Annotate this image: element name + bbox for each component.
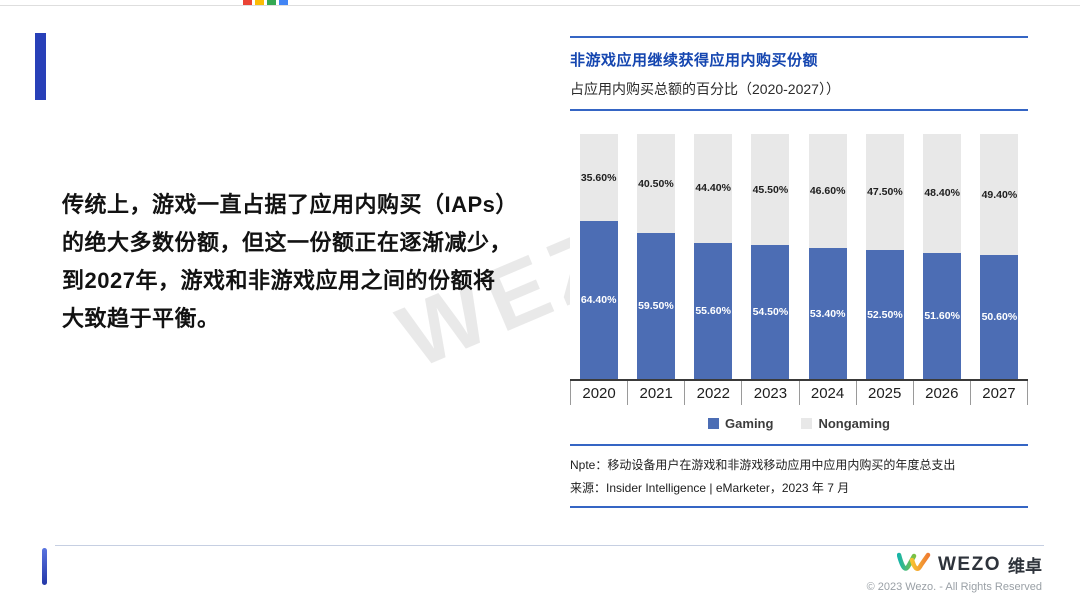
wezo-logo-icon	[896, 551, 931, 578]
bar-segment-nongaming: 40.50%	[636, 134, 675, 234]
bar-2022: 44.40% 55.60%	[694, 134, 733, 379]
nongaming-value-label: 35.60%	[580, 171, 617, 184]
bar-segment-nongaming: 45.50%	[751, 134, 790, 246]
statement-line: 的绝大多数份额，但这一份额正在逐渐减少，	[62, 230, 513, 255]
top-color-strip	[243, 0, 288, 5]
chart-source: 来源：Insider Intelligence | eMarketer，2023…	[570, 481, 850, 495]
plot-wrap: 35.60% 64.40% 40.50% 59.50% 44.40% 55.60% 45.5…	[570, 134, 1028, 405]
chart-title: 非游戏应用继续获得应用内购买份额	[570, 52, 819, 69]
legend-swatch	[708, 418, 720, 429]
rule-above-note	[570, 444, 1028, 446]
bar-segment-gaming: 55.60%	[694, 242, 733, 379]
gaming-value-label: 51.60%	[924, 309, 960, 322]
statement-line: 到2027年，游戏和非游戏应用之间的份额将	[62, 268, 496, 293]
rule-bottom	[570, 506, 1028, 508]
bar-segment-nongaming: 48.40%	[923, 134, 962, 253]
bar-2026: 48.40% 51.60%	[923, 134, 962, 379]
color-dash	[255, 0, 264, 5]
bar-segment-gaming: 52.50%	[865, 250, 904, 379]
bar-segment-gaming: 64.40%	[579, 221, 618, 379]
nongaming-value-label: 49.40%	[981, 188, 1018, 201]
footer-divider	[55, 545, 1044, 546]
bar-2025: 47.50% 52.50%	[865, 134, 904, 379]
bar-segment-nongaming: 47.50%	[865, 134, 904, 251]
gaming-value-label: 54.50%	[752, 306, 789, 319]
x-axis-label-2027: 2027	[969, 381, 1028, 405]
bar-segment-nongaming: 49.40%	[980, 134, 1019, 256]
nongaming-value-label: 46.60%	[809, 185, 846, 198]
x-axis-label-2023: 2023	[741, 381, 798, 405]
legend-item-gaming: Gaming	[708, 416, 773, 431]
statement-line: 大致趋于平衡。	[62, 306, 220, 331]
gaming-value-label: 50.60%	[981, 311, 1018, 323]
bar-segment-gaming: 51.60%	[923, 252, 962, 379]
color-dash	[243, 0, 252, 5]
bar-segment-nongaming: 35.60%	[579, 134, 618, 222]
x-axis-label-2024: 2024	[798, 381, 856, 405]
bar-2027: 49.40% 50.60%	[980, 134, 1019, 379]
nongaming-value-label: 48.40%	[924, 187, 960, 200]
bar-segment-gaming: 59.50%	[636, 233, 675, 379]
rule-top	[570, 36, 1028, 38]
bar-segment-gaming: 50.60%	[980, 255, 1019, 379]
bar-segment-nongaming: 46.60%	[808, 134, 847, 249]
chart-subtitle: 占应用内购买总额的百分比（2020-2027））	[570, 81, 840, 97]
logo-row: WEZO 维卓	[896, 551, 1042, 578]
gaming-value-label: 64.40%	[580, 294, 617, 307]
bar-2020: 35.60% 64.40%	[579, 134, 618, 379]
color-dash	[279, 0, 288, 5]
top-border-line	[0, 5, 1080, 6]
legend-item-nongaming: Nongaming	[801, 416, 890, 431]
bar-2021: 40.50% 59.50%	[636, 134, 675, 379]
footer-brand: WEZO 维卓 © 2023 Wezo. - All Rights Reserv…	[867, 551, 1042, 593]
bar-segment-gaming: 54.50%	[751, 245, 790, 379]
bar-2024: 46.60% 53.40%	[808, 134, 847, 379]
copyright-text: © 2023 Wezo. - All Rights Reserved	[866, 581, 1042, 593]
bar-2023: 45.50% 54.50%	[751, 134, 790, 379]
accent-bar-top	[35, 33, 46, 100]
logo-chinese-name: 维卓	[1008, 557, 1042, 576]
logo-wordmark: WEZO	[938, 553, 1001, 575]
nongaming-value-label: 47.50%	[867, 186, 903, 199]
chart-panel: 非游戏应用继续获得应用内购买份额 占应用内购买总额的百分比（2020-2027）…	[570, 36, 1028, 508]
x-axis-label-2025: 2025	[855, 381, 913, 405]
gaming-value-label: 53.40%	[809, 307, 846, 320]
bars-row: 35.60% 64.40% 40.50% 59.50% 44.40% 55.60% 45.5…	[570, 134, 1028, 381]
x-axis-label-2020: 2020	[570, 381, 627, 405]
legend-swatch	[801, 418, 813, 429]
rule-under-subtitle	[570, 109, 1028, 111]
x-axis-label-2022: 2022	[684, 381, 741, 405]
gaming-value-label: 59.50%	[638, 300, 674, 313]
nongaming-value-label: 40.50%	[638, 177, 674, 190]
chart-note: Npte：移动设备用户在游戏和非游戏移动应用中应用内购买的年度总支出	[570, 458, 956, 472]
bar-segment-nongaming: 44.40%	[694, 134, 733, 243]
legend-label: Gaming	[725, 416, 774, 431]
x-axis-label-2026: 2026	[912, 381, 970, 405]
x-axis-labels: 2020 2021 2022 2023 2024 2025 2026 2027	[570, 381, 1028, 405]
x-axis-label-2021: 2021	[627, 381, 684, 405]
color-dash	[267, 0, 276, 5]
bar-segment-gaming: 53.40%	[808, 248, 847, 379]
left-statement: 传统上，游戏一直占据了应用内购买（IAPs） 的绝大多数份额，但这一份额正在逐渐减…	[62, 186, 552, 338]
accent-bar-bottom	[42, 548, 47, 585]
legend-label: Nongaming	[818, 416, 890, 431]
legend: Gaming Nongaming	[570, 411, 1028, 436]
gaming-value-label: 52.50%	[867, 308, 903, 321]
statement-line: 传统上，游戏一直占据了应用内购买（IAPs）	[62, 192, 518, 217]
gaming-value-label: 55.60%	[695, 304, 731, 317]
nongaming-value-label: 45.50%	[752, 183, 789, 196]
nongaming-value-label: 44.40%	[695, 182, 731, 195]
